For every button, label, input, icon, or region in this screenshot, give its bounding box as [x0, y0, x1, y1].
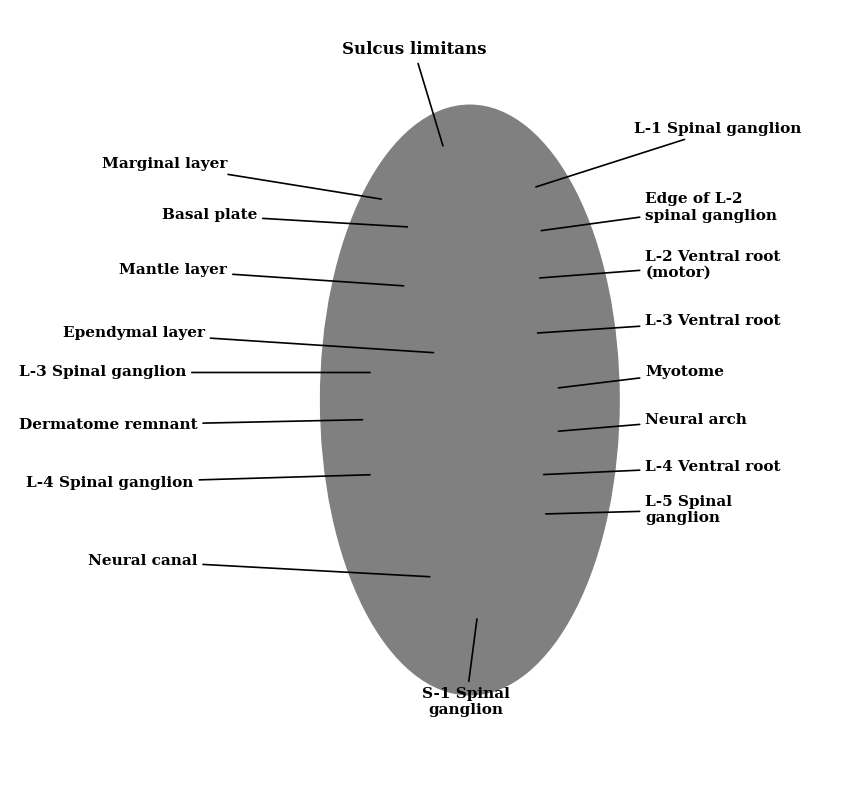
- Text: Ependymal layer: Ependymal layer: [63, 326, 434, 353]
- Text: Mantle layer: Mantle layer: [119, 263, 404, 286]
- Text: L-3 Ventral root: L-3 Ventral root: [537, 314, 781, 333]
- Ellipse shape: [320, 106, 619, 694]
- Text: Neural canal: Neural canal: [88, 554, 430, 577]
- Text: Dermatome remnant: Dermatome remnant: [19, 418, 363, 432]
- Text: L-4 Spinal ganglion: L-4 Spinal ganglion: [26, 474, 370, 490]
- Text: Myotome: Myotome: [558, 366, 724, 388]
- Text: L-3 Spinal ganglion: L-3 Spinal ganglion: [19, 366, 370, 379]
- Text: L-5 Spinal
ganglion: L-5 Spinal ganglion: [546, 495, 732, 525]
- Text: Edge of L-2
spinal ganglion: Edge of L-2 spinal ganglion: [541, 192, 777, 230]
- Text: S-1 Spinal
ganglion: S-1 Spinal ganglion: [422, 619, 510, 717]
- Text: Marginal layer: Marginal layer: [102, 157, 382, 199]
- Text: L-4 Ventral root: L-4 Ventral root: [543, 460, 781, 474]
- Text: L-1 Spinal ganglion: L-1 Spinal ganglion: [536, 122, 802, 187]
- Text: Sulcus limitans: Sulcus limitans: [342, 41, 486, 146]
- Text: Neural arch: Neural arch: [558, 413, 747, 431]
- Text: Basal plate: Basal plate: [162, 208, 407, 227]
- Text: L-2 Ventral root
(motor): L-2 Ventral root (motor): [540, 250, 780, 280]
